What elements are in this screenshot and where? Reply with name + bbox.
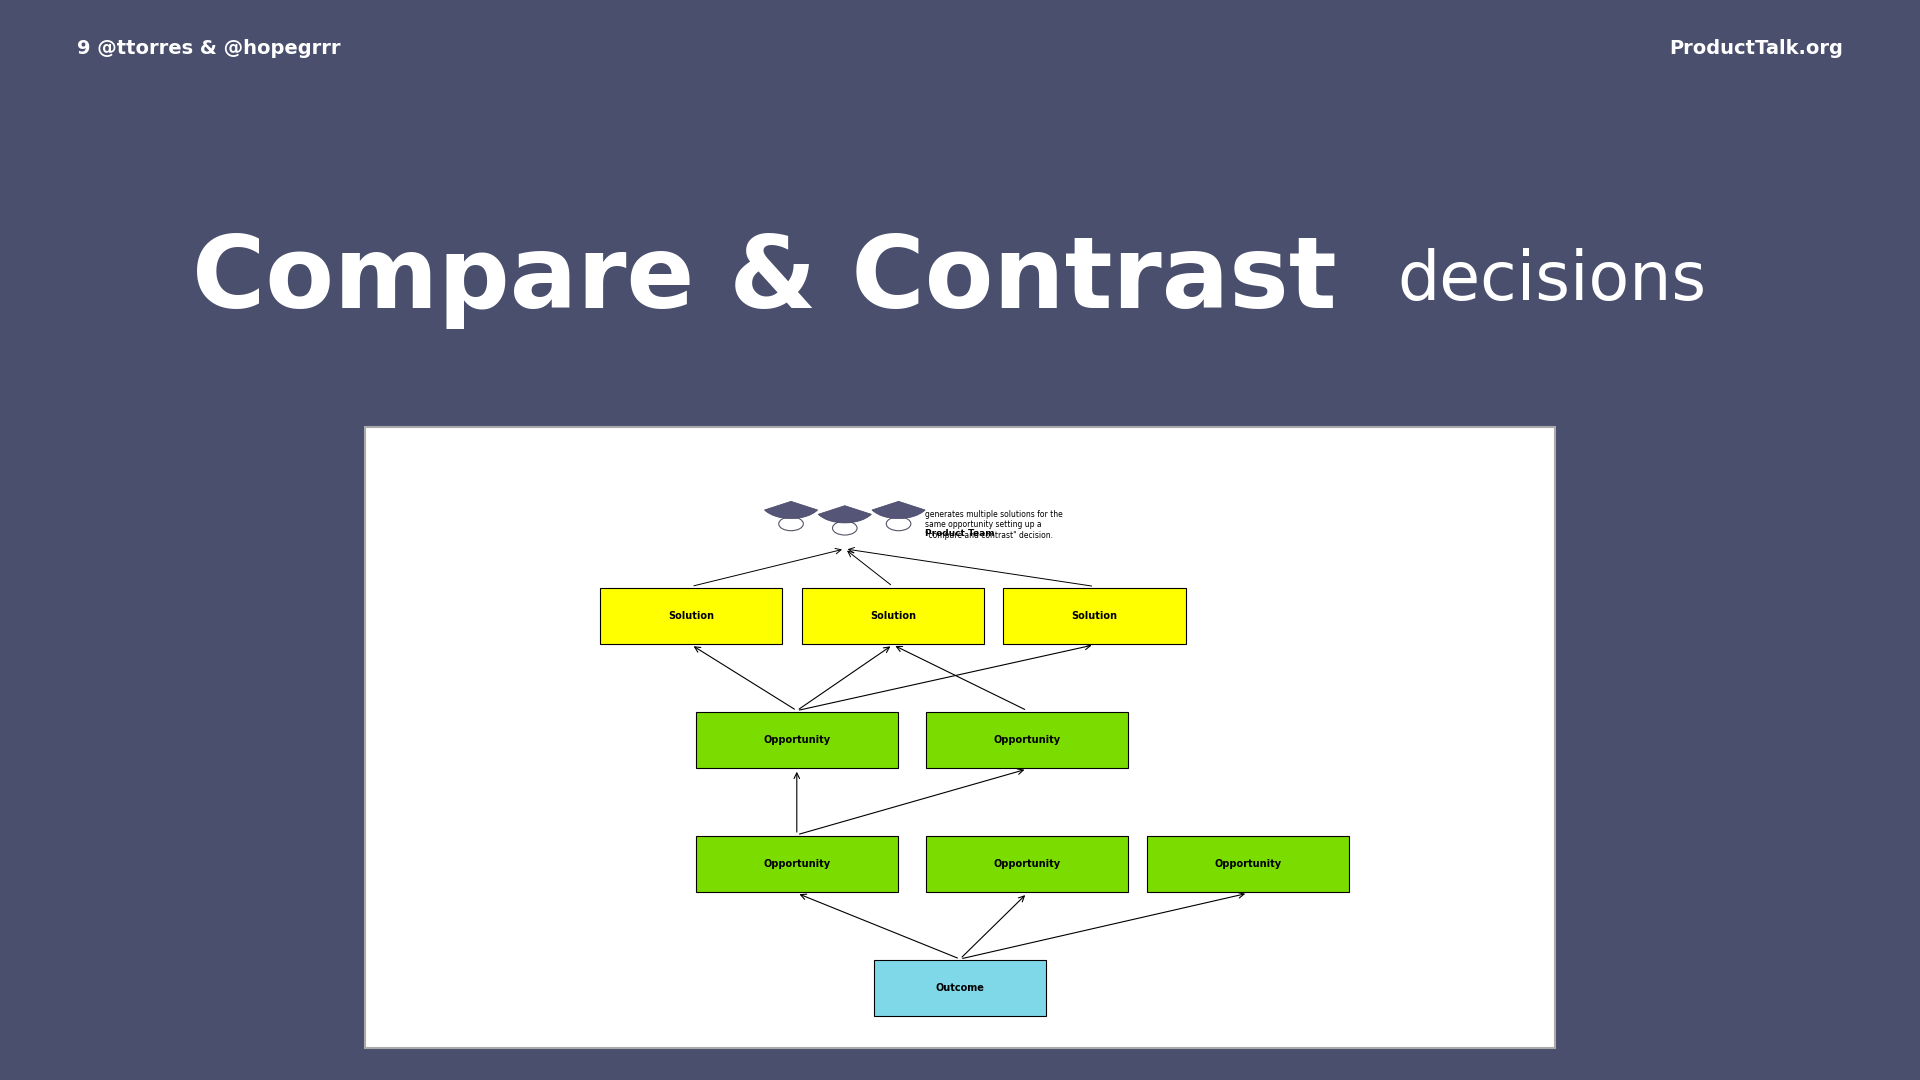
FancyBboxPatch shape (365, 427, 1555, 1048)
Text: Opportunity: Opportunity (764, 734, 829, 745)
Circle shape (780, 517, 803, 530)
FancyBboxPatch shape (874, 960, 1046, 1016)
Text: decisions: decisions (1398, 247, 1707, 314)
FancyBboxPatch shape (927, 836, 1129, 892)
FancyBboxPatch shape (1148, 836, 1348, 892)
FancyBboxPatch shape (927, 712, 1129, 768)
FancyBboxPatch shape (1002, 588, 1185, 644)
Text: Solution: Solution (668, 610, 714, 621)
Wedge shape (764, 501, 818, 518)
Circle shape (833, 522, 856, 535)
Text: Compare & Contrast: Compare & Contrast (192, 232, 1336, 329)
Text: Solution: Solution (870, 610, 916, 621)
Text: Opportunity: Opportunity (995, 734, 1060, 745)
Wedge shape (872, 501, 925, 518)
Text: Outcome: Outcome (935, 983, 985, 994)
FancyBboxPatch shape (695, 836, 897, 892)
Circle shape (887, 517, 910, 530)
Text: Opportunity: Opportunity (764, 859, 829, 869)
Text: Solution: Solution (1071, 610, 1117, 621)
Text: Product Team: Product Team (925, 529, 995, 538)
Wedge shape (818, 505, 872, 523)
Text: generates multiple solutions for the
same opportunity setting up a
"compare and : generates multiple solutions for the sam… (925, 510, 1064, 540)
Text: Opportunity: Opportunity (1215, 859, 1281, 869)
Text: ProductTalk.org: ProductTalk.org (1668, 39, 1843, 58)
FancyBboxPatch shape (599, 588, 783, 644)
FancyBboxPatch shape (695, 712, 897, 768)
FancyBboxPatch shape (803, 588, 985, 644)
Text: Opportunity: Opportunity (995, 859, 1060, 869)
Text: 9 @ttorres & @hopegrrr: 9 @ttorres & @hopegrrr (77, 39, 340, 58)
